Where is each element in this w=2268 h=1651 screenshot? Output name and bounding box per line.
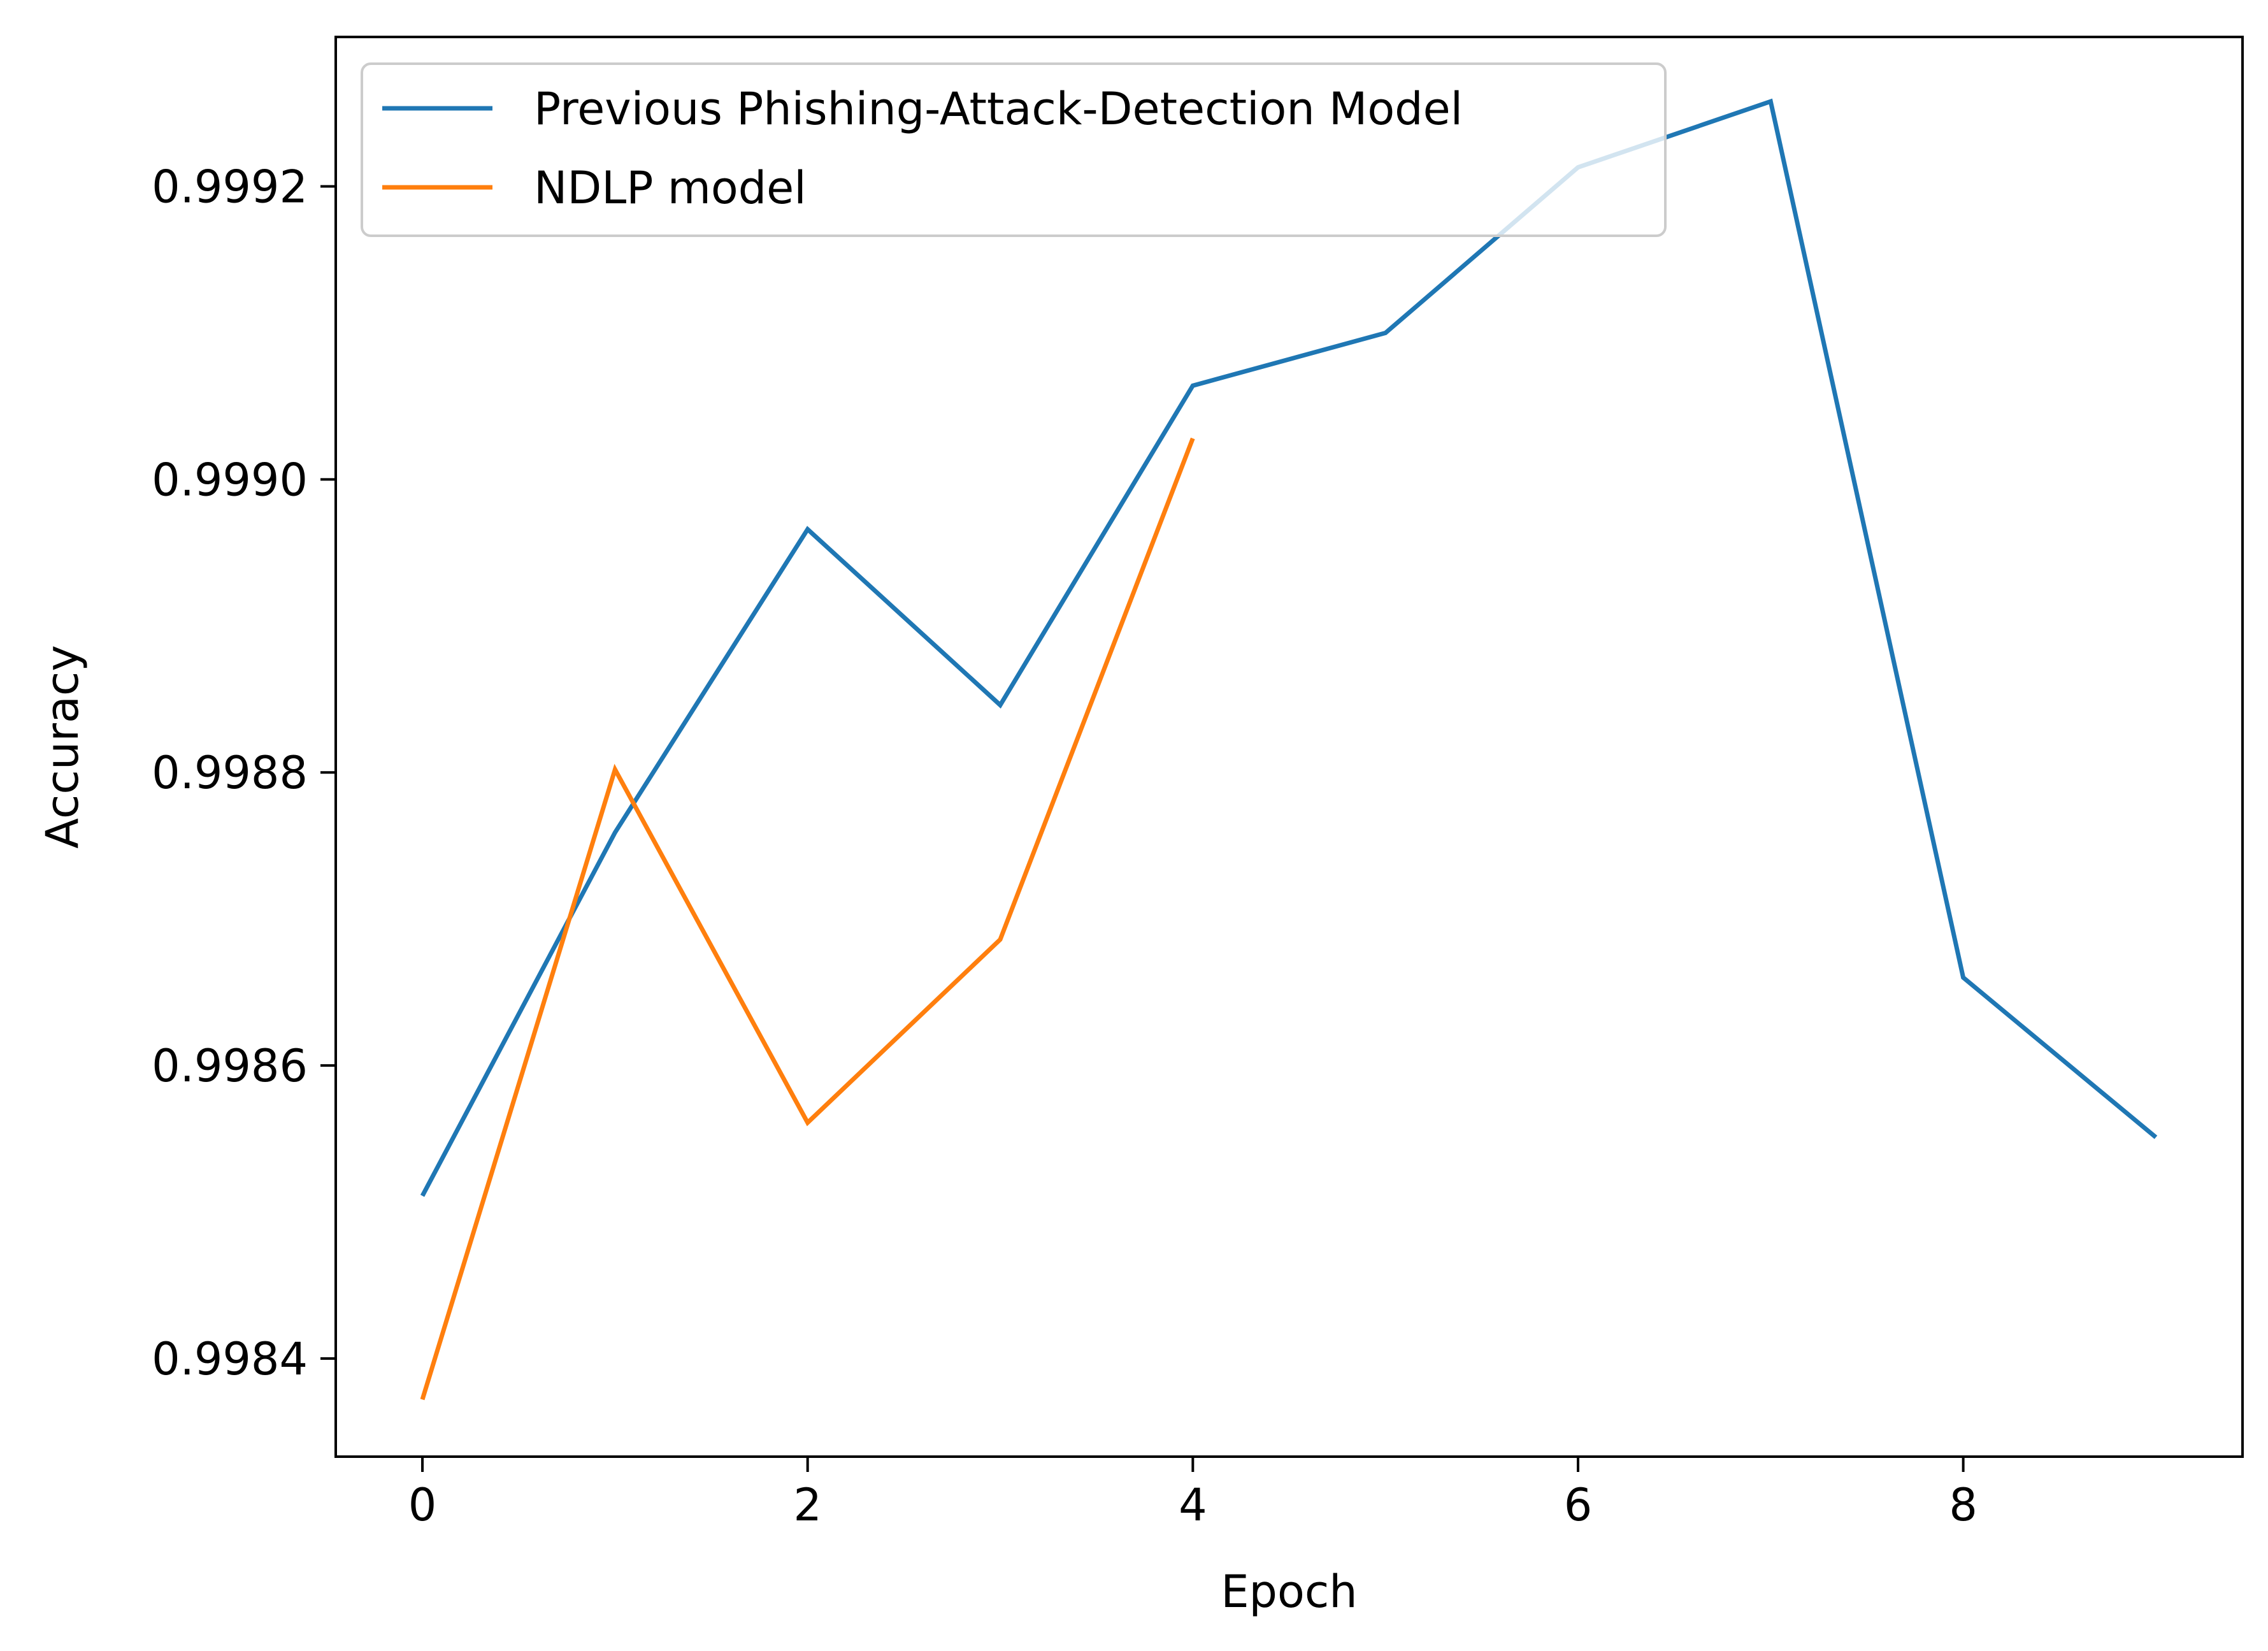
legend-label: Previous Phishing-Attack-Detection Model [534,83,1463,135]
x-tick-label: 2 [793,1479,822,1531]
y-tick-label: 0.9986 [152,1040,308,1092]
plot-frame [334,36,2244,1458]
y-tick-label: 0.9990 [152,454,308,506]
x-tick-label: 0 [408,1479,437,1531]
y-axis-label: Accuracy [36,645,89,849]
x-axis-label: Epoch [1221,1566,1357,1618]
legend-label: NDLP model [534,162,807,214]
x-tick-label: 4 [1179,1479,1207,1531]
tick-layer: 0 2 4 6 8 0.9984 0.9986 0.9988 0.9990 0.9992 [152,161,1977,1531]
series-layer [420,98,2158,1401]
legend: Previous Phishing-Attack-Detection Model… [361,62,1667,237]
legend-box [361,62,1667,237]
y-tick-label: 0.9984 [152,1333,308,1385]
x-tick-label: 6 [1564,1479,1593,1531]
y-tick-label: 0.9988 [152,747,308,799]
x-tick-label: 8 [1949,1479,1977,1531]
series-line-1 [420,98,2158,1197]
y-tick-label: 0.9992 [152,161,308,213]
series-line-2 [420,437,1195,1401]
